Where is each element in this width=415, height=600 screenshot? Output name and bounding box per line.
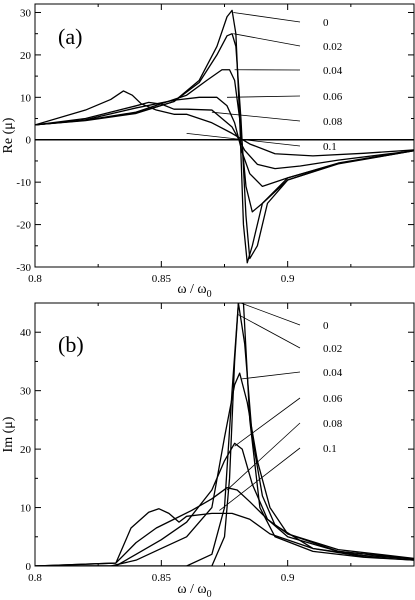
panel-a-series-line-0_02 [35,33,414,260]
panel-b-legend-label: 0.08 [323,418,343,430]
panel-b-legend-leader-line [238,314,301,349]
panel-b-legend-label: 0.02 [323,343,342,355]
panel-a-y-tick-label: -10 [16,177,31,189]
panel-a-panel-label: (a) [58,24,82,49]
panel-b-legend-label: 0.1 [323,443,337,455]
panel-a-series-line-0_08 [35,101,414,170]
panel-a-x-tick-label: 0.8 [28,273,42,285]
panel-b-x-tick-label: 0.85 [152,572,172,584]
panel-a-y-tick-label: -20 [16,220,31,232]
panel-a-legend-leader-line [211,111,301,122]
panel-a-legend-label: 0.06 [323,91,343,103]
panel-b-legend-leader-line [234,397,301,447]
panel-a-plot-frame [34,3,415,268]
panel-b-y-tick-label: 0 [26,561,32,573]
panel-a-legend-leader-line [233,12,301,23]
panel-b-y-axis-label: Im (μ) [1,416,16,452]
panel-b-legend-leader-line [240,371,301,380]
panel-b-series-line-0 [35,303,414,566]
panel-b-legend-label: 0.06 [323,393,343,405]
panel-a-y-tick-label: 0 [26,135,32,147]
panel-a-y-tick-label: 20 [20,50,32,62]
panel-a-legend-leader-line [186,132,301,147]
panel-b-x-axis-label-main: ω / ω [177,582,206,597]
panel-b-x-tick-label: 0.8 [28,572,42,584]
panel-b-legend-label: 0 [323,320,329,332]
panel-a-series-line-0_1 [35,90,414,157]
panel-a-legend-label: 0.08 [323,116,343,128]
panel-a-x-axis-label-subscript: 0 [207,289,212,300]
panel-b-x-tick-label: 0.9 [281,572,295,584]
panel-b-panel-label: (b) [58,332,84,357]
panel-a-x-axis-label: ω / ω0 [177,282,211,300]
panel-b-legend-leader-line [240,302,301,326]
panel-b-y-tick-label: 30 [20,386,32,398]
panel-b-legend-leader-line [226,422,301,491]
panel-a-y-axis-label: Re (μ) [1,117,16,153]
panel-a-y-tick-label: 30 [20,7,32,19]
panel-a-series-group [35,9,414,264]
panel-b-series-line-0_1 [35,508,414,566]
panel-b-legend-label: 0.04 [323,367,343,379]
panel-b-y-tick-label: 40 [20,327,32,339]
panel-a-series-line-0_04 [35,69,414,213]
panel-a-x-axis-label-main: ω / ω [177,282,206,297]
panel-a-legend-leader-line [227,95,301,98]
panel-a-x-tick-label: 0.85 [152,273,172,285]
panel-a-x-tick-label: 0.9 [281,273,295,285]
panel-a-y-tick-label: 10 [20,92,32,104]
panel-b-y-tick-label: 10 [20,503,32,515]
panel-a-series-line-0_06 [35,96,414,188]
panel-b-x-axis-label-subscript: 0 [207,589,212,600]
panel-b-series-line-0_06 [35,442,414,566]
panel-a-series-line-0 [35,9,414,264]
panel-b-x-axis-label: ω / ω0 [177,582,211,600]
panel-b-series-line-0_04 [35,372,414,566]
panel-b-series-line-0_08 [35,487,414,566]
panel-a-legend-label: 0 [323,17,329,29]
panel-b-legend-leader-line [219,447,301,511]
panel-a-legend-label: 0.02 [323,41,342,53]
panel-a-y-tick-label: -30 [16,262,31,274]
panel-b-y-tick-label: 20 [20,444,32,456]
panel-b-series-group [35,303,414,566]
panel-a-legend-label: 0.04 [323,65,343,77]
panel-a-legend-label: 0.1 [323,141,337,153]
panel-a-legend-leader-line [233,33,301,47]
